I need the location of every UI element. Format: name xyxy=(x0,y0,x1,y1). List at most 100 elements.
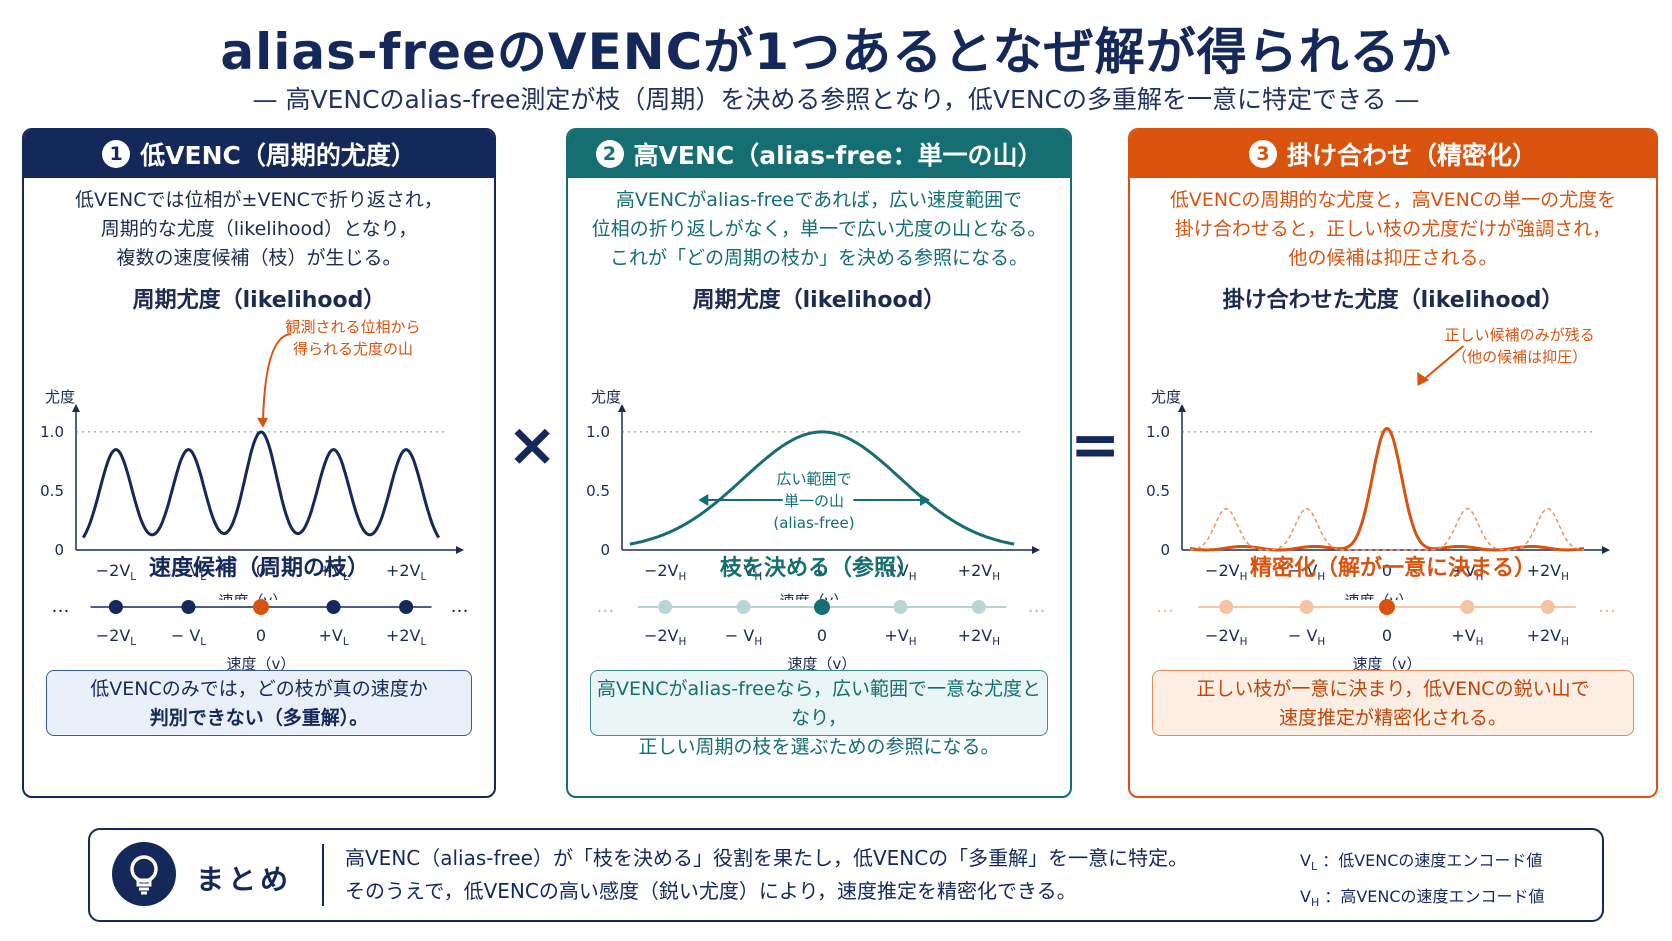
candidate-label: +2VL xyxy=(386,626,427,648)
candidate-point xyxy=(736,600,751,614)
y-tick-label: 0 xyxy=(54,541,64,559)
candidate-label: +VH xyxy=(884,626,916,648)
summary-divider xyxy=(322,844,324,906)
legend-text: ：低VENCの速度エンコード値 xyxy=(1322,851,1543,870)
x-axis-label: 速度（v） xyxy=(780,592,849,600)
candidate-label: − VH xyxy=(725,626,762,648)
annotation-arrow xyxy=(262,333,292,422)
ellipsis: … xyxy=(1028,596,1048,617)
candidate-point xyxy=(971,600,986,614)
note-line: 高VENCがalias-freeなら，広い範囲で一意な尤度となり， xyxy=(597,678,1041,729)
likelihood-series xyxy=(1189,426,1585,552)
annotation-arrowhead xyxy=(1417,372,1430,386)
candidate-label: +VL xyxy=(318,626,348,648)
x-tick-label: +VL xyxy=(318,561,348,583)
summary-label: まとめ xyxy=(196,863,293,896)
desc-line: 他の候補は抑圧される。 xyxy=(1288,247,1498,269)
ellipsis: … xyxy=(1156,596,1176,617)
x-axis-arrow xyxy=(1602,546,1610,554)
x-axis-label: 速度（v） xyxy=(219,592,288,600)
legend-sub: H xyxy=(1310,896,1320,910)
page-subtitle: — 高VENCのalias-free測定が枝（周期）を決める参照となり，低VEN… xyxy=(252,85,1420,114)
panel-header: 2 高VENC（alias-free：単一の山） xyxy=(568,130,1070,178)
y-axis-label: 尤度 xyxy=(591,388,621,406)
result-annotation: 正しい候補のみが残る xyxy=(1445,326,1595,344)
chart-title: 周期尤度（likelihood） xyxy=(692,288,946,313)
legend-symbol: V xyxy=(1300,851,1311,870)
candidate-line-combined: … … −2VH − VH 0 +VH +2VH 速度（v） xyxy=(1156,596,1616,673)
y-axis-arrow xyxy=(1178,404,1186,412)
x-tick-label: +VH xyxy=(884,561,916,583)
y-tick-label: 0.5 xyxy=(586,482,610,500)
x-tick-label: 0 xyxy=(256,561,266,580)
panel-description: 低VENCの周期的な尤度と，高VENCの単一の尤度を 掛け合わせると，正しい枝の… xyxy=(1130,186,1656,273)
x-tick-label: +VH xyxy=(1451,561,1483,583)
chart-title: 掛け合わせた尤度（likelihood） xyxy=(1222,288,1564,313)
candidate-label: 0 xyxy=(1382,626,1392,645)
x-tick-label: −2VL xyxy=(96,561,137,583)
x-tick-label: +2VL xyxy=(386,561,427,583)
candidate-point xyxy=(1219,600,1234,614)
equals-operator: = xyxy=(1070,410,1121,480)
y-tick-label: 0.5 xyxy=(40,482,64,500)
summary-line: そのうえで，低VENCの高い感度（鋭い尤度）により，速度推定を精密化できる。 xyxy=(345,879,1077,903)
x-tick-label: 0 xyxy=(1382,561,1392,580)
panel-note: 低VENCのみでは，どの枝が真の速度か 判別できない（多重解）。 xyxy=(46,670,472,736)
ellipsis: … xyxy=(451,596,471,617)
candidate-point xyxy=(326,600,341,614)
x-tick-label: − VH xyxy=(1288,561,1325,583)
y-tick-label: 1.0 xyxy=(1146,423,1170,441)
candidate-axis-label: 速度（v） xyxy=(788,655,857,673)
y-axis-label: 尤度 xyxy=(45,388,75,406)
panel-note: 正しい枝が一意に決まり，低VENCの鋭い山で 速度推定が精密化される。 xyxy=(1152,670,1634,736)
note-line: 正しい周期の枝を選ぶための参照になる。 xyxy=(638,736,1000,758)
range-annotation: 単一の山 xyxy=(784,492,844,510)
panel-note: 高VENCがalias-freeなら，広い範囲で一意な尤度となり， 正しい周期の… xyxy=(590,670,1048,758)
likelihood-series xyxy=(81,430,441,539)
candidate-line-high-venc: … … −2VH − VH 0 +VH +2VH 速度（v） xyxy=(596,596,1048,673)
note-line: 低VENCのみでは，どの枝が真の速度か xyxy=(90,678,428,700)
x-tick-label: −2VH xyxy=(1205,561,1247,583)
note-line: 速度推定が精密化される。 xyxy=(1278,707,1507,729)
x-axis-arrow xyxy=(1032,546,1040,554)
x-axis-arrow xyxy=(456,546,464,554)
ellipsis: … xyxy=(596,596,616,617)
section-title: 枝を決める（参照） xyxy=(719,556,918,581)
candidate-point xyxy=(1299,600,1314,614)
candidate-label: +2VH xyxy=(1527,626,1569,648)
legend-item: VL ：低VENCの速度エンコード値 xyxy=(1300,846,1545,882)
candidate-selected xyxy=(253,599,269,615)
symbol-legend: VL ：低VENCの速度エンコード値 VH ：高VENCの速度エンコード値 xyxy=(1300,846,1545,918)
panel-number: 3 xyxy=(1248,140,1277,168)
summary-line: 高VENC（alias-free）が「枝を決める」役割を果たし，低VENCの「多… xyxy=(345,846,1189,870)
x-tick-label: − VH xyxy=(725,561,762,583)
candidate-point xyxy=(658,600,673,614)
panel-high-venc: 2 高VENC（alias-free：単一の山） 高VENCがalias-fre… xyxy=(566,128,1072,798)
panel-header: 1 低VENC（周期的尤度） xyxy=(24,130,494,178)
desc-line: 低VENCの周期的な尤度と，高VENCの単一の尤度を xyxy=(1169,189,1617,211)
candidate-point xyxy=(181,600,196,614)
range-annotation: 広い範囲で xyxy=(776,470,851,488)
candidate-axis-label: 速度（v） xyxy=(1353,655,1422,673)
x-tick-label: −2VH xyxy=(644,561,686,583)
panel-description: 低VENCでは位相が±VENCで折り返され， 周期的な尤度（likelihood… xyxy=(24,186,494,273)
candidate-selected xyxy=(814,599,830,615)
candidate-axis-label: 速度（v） xyxy=(227,655,296,673)
summary-text: 高VENC（alias-free）が「枝を決める」役割を果たし，低VENCの「多… xyxy=(345,842,1188,908)
legend-item: VH ：高VENCの速度エンコード値 xyxy=(1300,882,1545,918)
candidate-point xyxy=(893,600,908,614)
desc-line: 複数の速度候補（枝）が生じる。 xyxy=(116,247,402,269)
candidate-selected xyxy=(1379,599,1395,615)
suppressed-candidates-series xyxy=(1189,507,1585,551)
peak-annotation: 得られる尤度の山 xyxy=(293,340,413,358)
candidate-point xyxy=(108,600,123,614)
section-title: 精密化（解が一意に決まる） xyxy=(1249,556,1536,581)
y-tick-label: 0 xyxy=(1160,541,1170,559)
desc-line: 周期的な尤度（likelihood）となり， xyxy=(100,218,418,240)
likelihood-chart-low-venc: 尤度 0 0.5 1.0 −2VL − VL 0 +VL +2VL 速度（v） 観測される位相から得… xyxy=(40,318,464,600)
range-arrowhead-left xyxy=(698,494,709,506)
ellipsis: … xyxy=(51,596,71,617)
panel-combined: 3 掛け合わせ（精密化） 低VENCの周期的な尤度と，高VENCの単一の尤度を … xyxy=(1128,128,1658,798)
y-tick-label: 0 xyxy=(600,541,610,559)
